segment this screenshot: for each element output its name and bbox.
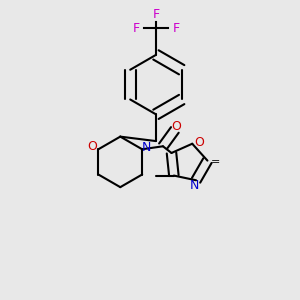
Text: N: N	[142, 141, 151, 154]
Text: N: N	[190, 179, 199, 192]
Text: F: F	[133, 22, 140, 34]
Text: O: O	[171, 120, 181, 133]
Text: O: O	[87, 140, 97, 153]
Text: F: F	[172, 22, 179, 34]
Text: F: F	[152, 8, 160, 21]
Text: O: O	[194, 136, 204, 149]
Text: =: =	[211, 157, 220, 167]
